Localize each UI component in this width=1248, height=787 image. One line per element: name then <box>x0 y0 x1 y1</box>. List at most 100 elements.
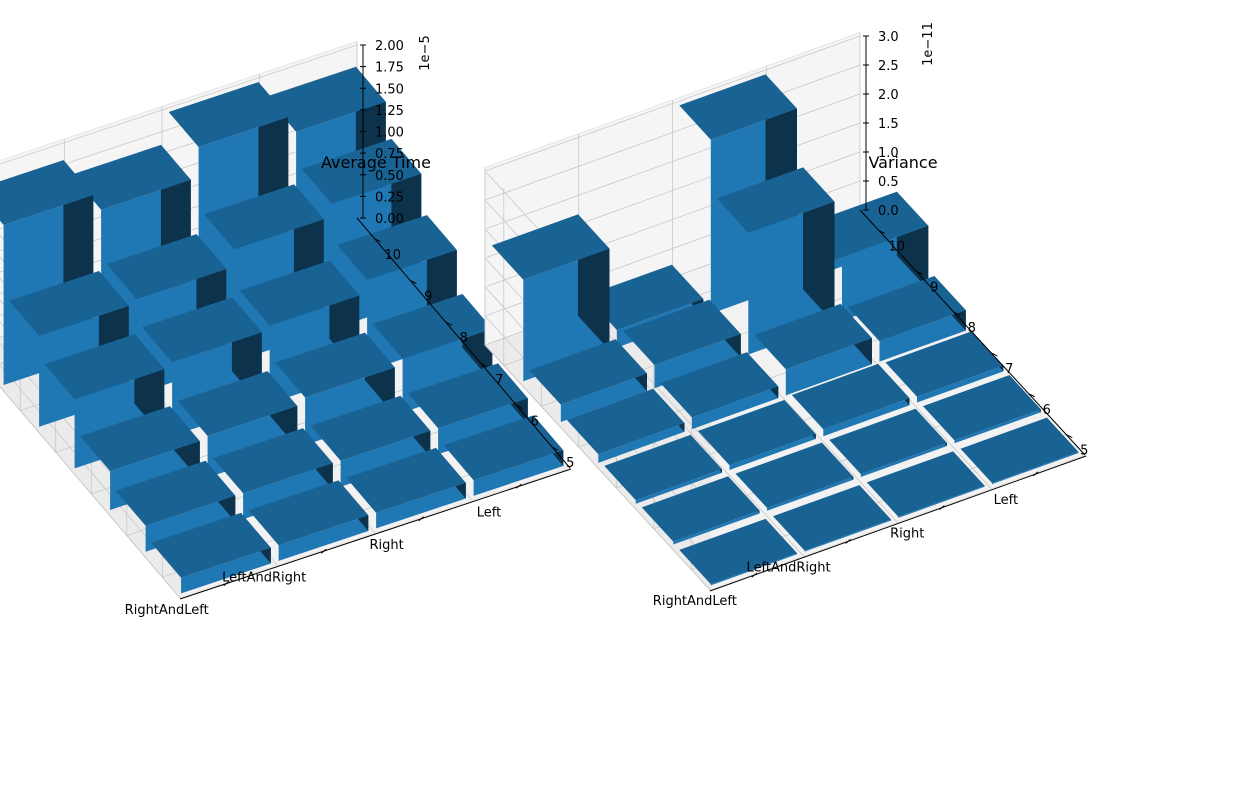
z-tick-label: 1.75 <box>375 61 404 76</box>
bar-top-face <box>337 215 457 280</box>
bar-top-face <box>679 74 797 140</box>
y-tick-label: 9 <box>930 280 938 295</box>
bar-RightAndLeft-6 <box>641 476 760 545</box>
bar-front-face <box>860 443 947 477</box>
y-tick-label: 10 <box>888 239 905 254</box>
x-tick <box>751 572 758 578</box>
z-tick-label: 3.0 <box>878 30 899 45</box>
bar-top-face <box>408 363 528 429</box>
x-tick <box>320 548 327 554</box>
z-tick-labels: 0.00 0.25 0.50 0.75 1.00 1.25 1.50 1.75 2.00 <box>360 39 404 227</box>
bar-Left-5 <box>443 415 564 496</box>
bar-LeftAndRight-8 <box>660 352 779 430</box>
bar-RightAndLeft-10 <box>491 214 610 382</box>
bar-top-face <box>866 451 985 517</box>
bar-top-face <box>266 66 386 132</box>
bar-front-face <box>710 553 797 586</box>
y-tick-label: 5 <box>566 456 574 471</box>
bar-top-face <box>168 82 289 147</box>
bar-front-face <box>992 451 1079 485</box>
y-tick-label: 6 <box>531 415 539 430</box>
x-tick <box>223 581 230 587</box>
y-tick-labels: 5 6 7 8 9 10 <box>374 238 574 471</box>
bar-LeftAndRight-7 <box>698 400 816 470</box>
y-tick <box>1066 434 1073 439</box>
bar-front-face <box>635 469 722 504</box>
bar-top-face <box>213 428 333 494</box>
bar-LeftAndRight-5 <box>773 485 891 552</box>
bar-top-face <box>151 512 271 578</box>
z-tick-label: 1.25 <box>375 104 404 119</box>
bar-top-face <box>848 276 966 342</box>
bar-RightAndLeft-5 <box>151 512 271 594</box>
x-tick-label: LeftAndRight <box>222 570 306 585</box>
y-tick <box>410 280 417 284</box>
x-tick <box>1032 471 1039 477</box>
y-tick <box>878 229 885 234</box>
bar-top-face <box>885 331 1004 397</box>
z-tick-label: 1.50 <box>375 82 404 97</box>
bar-front-face <box>673 510 760 545</box>
x-tick-labels: Left Right LeftAndRight RightAndLeft <box>125 483 522 618</box>
bar-top-face <box>239 260 360 326</box>
x-tick-label: RightAndLeft <box>653 594 737 609</box>
bar-top-face <box>529 339 647 405</box>
y-axis-line <box>859 209 1086 456</box>
bar-Right-9 <box>716 167 835 355</box>
bar-front-face <box>917 365 1004 403</box>
bar-top-face <box>923 375 1041 441</box>
y-tick <box>552 446 559 451</box>
y-tick <box>1028 393 1035 398</box>
bars <box>0 66 564 594</box>
z-offset-label: 1e−5 <box>418 35 433 70</box>
bar-front-face <box>729 434 816 470</box>
bar-top-face <box>346 447 466 513</box>
z-tick-label: 0.75 <box>375 147 404 162</box>
bar-top-face <box>679 518 797 585</box>
y-tick <box>516 405 523 409</box>
y-tick-labels: 5 6 7 8 9 10 <box>878 229 1088 459</box>
bar-Left-5 <box>960 417 1079 485</box>
y-tick <box>445 321 452 326</box>
y-tick-label: 8 <box>460 331 468 346</box>
bar-top-face <box>310 395 431 461</box>
bar-RightAndLeft-5 <box>679 518 797 586</box>
bar-LeftAndRight-6 <box>735 442 854 511</box>
y-tick-label: 6 <box>1043 403 1051 418</box>
y-tick <box>374 238 381 243</box>
bar-top-face <box>566 388 685 455</box>
z-tick-label: 2.00 <box>375 39 404 54</box>
bar-front-face <box>767 476 854 511</box>
bar-top-face <box>0 160 94 225</box>
y-tick-label: 8 <box>968 321 976 336</box>
bar-Right-8 <box>754 303 872 396</box>
bar-top-face <box>754 303 872 370</box>
y-tick <box>916 270 923 275</box>
bar-top-face <box>204 184 324 250</box>
bar-top-face <box>142 297 262 363</box>
bar-top-face <box>301 138 422 204</box>
bar-top-face <box>698 400 816 466</box>
bars <box>491 74 1079 586</box>
bar-top-face <box>716 167 835 233</box>
bar-front-face <box>954 409 1041 444</box>
bar-top-face <box>177 371 298 436</box>
x-tick-label: Left <box>477 505 501 520</box>
bar-RightAndLeft-7 <box>604 434 722 504</box>
bar-Left-6 <box>923 375 1041 444</box>
bar-top-face <box>604 434 722 501</box>
z-tick-label: 1.00 <box>375 126 404 141</box>
bar-LeftAndRight-5 <box>248 480 369 561</box>
bar-top-face <box>80 406 200 472</box>
bar-top-face <box>443 415 564 481</box>
bar-Left-7 <box>885 331 1004 403</box>
x-tick-label: Left <box>994 493 1018 508</box>
bar-top-face <box>106 234 227 300</box>
bar-Right-5 <box>866 451 985 518</box>
bar-Right-6 <box>829 408 947 477</box>
y-tick-label: 5 <box>1080 444 1088 459</box>
bar-front-face <box>785 338 872 396</box>
x-tick <box>515 483 522 489</box>
bar-top-face <box>735 442 854 508</box>
bar-front-face <box>473 450 564 496</box>
